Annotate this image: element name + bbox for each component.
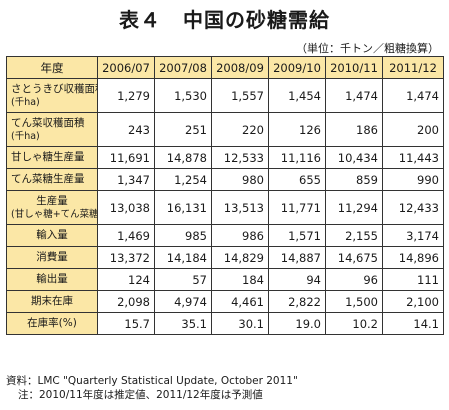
row-label: 生産量 (甘しゃ糖+てん菜糖) <box>6 190 98 225</box>
table-cell: 986 <box>211 224 269 247</box>
table-cell: 220 <box>211 112 269 147</box>
table-cell: 30.1 <box>211 312 269 335</box>
table-cell: 1,254 <box>154 168 212 191</box>
table-cell: 10.2 <box>325 312 383 335</box>
row-label: 輸出量 <box>6 268 98 291</box>
table-cell: 2,822 <box>268 290 326 313</box>
table-cell: 11,116 <box>268 146 326 169</box>
table-row: 輸出量 124 57 184 94 96 111 <box>6 268 444 291</box>
table-cell: 14,675 <box>325 246 383 269</box>
column-header: 2007/08 <box>154 56 212 79</box>
table-row: てん菜糖生産量 1,347 1,254 980 655 859 990 <box>6 168 444 191</box>
table-cell: 57 <box>154 268 212 291</box>
table-cell: 2,100 <box>382 290 444 313</box>
table-cell: 1,347 <box>97 168 155 191</box>
table-cell: 126 <box>268 112 326 147</box>
table-cell: 13,513 <box>211 190 269 225</box>
row-label: 消費量 <box>6 246 98 269</box>
column-header: 2009/10 <box>268 56 326 79</box>
row-label: さとうきび収穫面積 (千ha) <box>6 78 98 113</box>
table-cell: 251 <box>154 112 212 147</box>
table-row: 消費量 13,372 14,184 14,829 14,887 14,675 1… <box>6 246 444 269</box>
table-cell: 14.1 <box>382 312 444 335</box>
column-header: 2008/09 <box>211 56 269 79</box>
unit-note: （単位：千トン／粗糖換算） <box>296 42 439 55</box>
table-cell: 10,434 <box>325 146 383 169</box>
table-cell: 859 <box>325 168 383 191</box>
table-cell: 19.0 <box>268 312 326 335</box>
table-cell: 15.7 <box>97 312 155 335</box>
table-cell: 124 <box>97 268 155 291</box>
table-cell: 1,500 <box>325 290 383 313</box>
table-cell: 243 <box>97 112 155 147</box>
column-header: 2011/12 <box>382 56 444 79</box>
table-cell: 1,474 <box>325 78 383 113</box>
column-header: 2006/07 <box>97 56 155 79</box>
table-row: 在庫率(%) 15.7 35.1 30.1 19.0 10.2 14.1 <box>6 312 444 335</box>
row-label: 輸入量 <box>6 224 98 247</box>
table-cell: 184 <box>211 268 269 291</box>
column-header: 2010/11 <box>325 56 383 79</box>
table-cell: 4,461 <box>211 290 269 313</box>
table-cell: 14,184 <box>154 246 212 269</box>
table-row: 期末在庫 2,098 4,974 4,461 2,822 1,500 2,100 <box>6 290 444 313</box>
table-cell: 111 <box>382 268 444 291</box>
table-notes: 資料：LMC "Quarterly Statistical Update, Oc… <box>6 374 298 402</box>
corner-header: 年度 <box>6 56 98 79</box>
table-cell: 13,038 <box>97 190 155 225</box>
table-cell: 12,533 <box>211 146 269 169</box>
table-cell: 16,131 <box>154 190 212 225</box>
source-note: 資料：LMC "Quarterly Statistical Update, Oc… <box>6 375 298 387</box>
table-row: 輸入量 1,469 985 986 1,571 2,155 3,174 <box>6 224 444 247</box>
table-cell: 2,098 <box>97 290 155 313</box>
table-row: さとうきび収穫面積 (千ha) 1,279 1,530 1,557 1,454 1… <box>6 78 444 113</box>
table-title-text: 中国の砂糖需給 <box>183 8 330 32</box>
table-cell: 1,530 <box>154 78 212 113</box>
table-cell: 11,294 <box>325 190 383 225</box>
table-cell: 1,454 <box>268 78 326 113</box>
table-cell: 1,557 <box>211 78 269 113</box>
header-row: 年度 2006/07 2007/08 2008/09 2009/10 2010/… <box>6 56 444 79</box>
table-cell: 96 <box>325 268 383 291</box>
footnote: 注：2010/11年度は推定値、2011/12年度は予測値 <box>18 389 263 401</box>
row-label: 在庫率(%) <box>6 312 98 335</box>
table-cell: 990 <box>382 168 444 191</box>
table-cell: 13,372 <box>97 246 155 269</box>
row-label: てん菜糖生産量 <box>6 168 98 191</box>
table-cell: 11,443 <box>382 146 444 169</box>
sugar-supply-demand-table: 年度 2006/07 2007/08 2008/09 2009/10 2010/… <box>6 56 444 335</box>
table-row: 甘しゃ糖生産量 11,691 14,878 12,533 11,116 10,4… <box>6 146 444 169</box>
table-cell: 14,887 <box>268 246 326 269</box>
table-cell: 1,571 <box>268 224 326 247</box>
table-cell: 200 <box>382 112 444 147</box>
table-cell: 14,896 <box>382 246 444 269</box>
table-cell: 980 <box>211 168 269 191</box>
table-cell: 11,691 <box>97 146 155 169</box>
table-cell: 186 <box>325 112 383 147</box>
table-cell: 1,474 <box>382 78 444 113</box>
table-cell: 14,878 <box>154 146 212 169</box>
row-label: 甘しゃ糖生産量 <box>6 146 98 169</box>
table-row: てん菜収穫面積 (千ha) 243 251 220 126 186 200 <box>6 112 444 147</box>
table-cell: 1,469 <box>97 224 155 247</box>
table-cell: 35.1 <box>154 312 212 335</box>
table-cell: 11,771 <box>268 190 326 225</box>
table-title: 表４ 中国の砂糖需給 <box>0 4 449 33</box>
table-cell: 1,279 <box>97 78 155 113</box>
table-number: 表４ <box>119 8 161 32</box>
table-cell: 14,829 <box>211 246 269 269</box>
table-cell: 985 <box>154 224 212 247</box>
row-label: 期末在庫 <box>6 290 98 313</box>
table-cell: 655 <box>268 168 326 191</box>
table-cell: 94 <box>268 268 326 291</box>
table-cell: 2,155 <box>325 224 383 247</box>
table-cell: 3,174 <box>382 224 444 247</box>
table-cell: 12,433 <box>382 190 444 225</box>
table-cell: 4,974 <box>154 290 212 313</box>
table-row: 生産量 (甘しゃ糖+てん菜糖) 13,038 16,131 13,513 11,7… <box>6 190 444 225</box>
row-label: てん菜収穫面積 (千ha) <box>6 112 98 147</box>
